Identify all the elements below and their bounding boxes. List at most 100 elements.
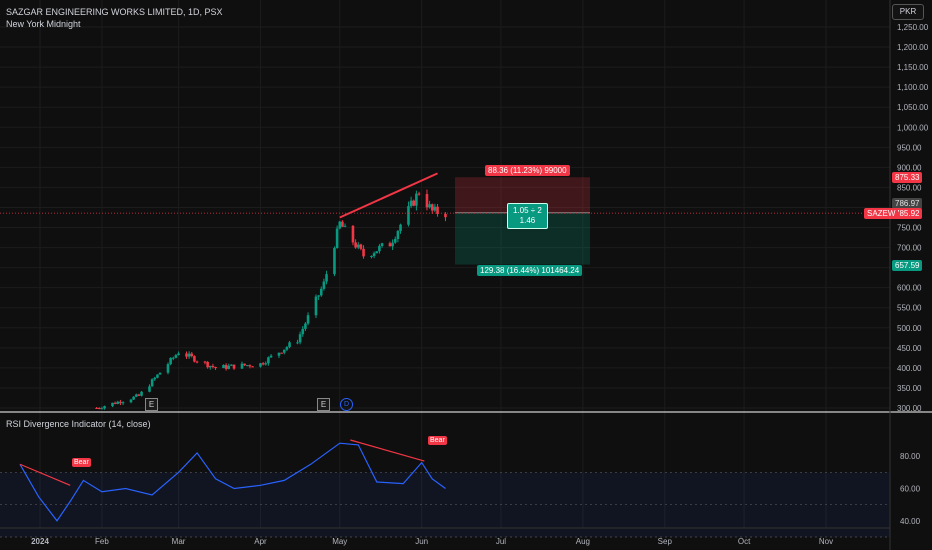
- candle-body: [171, 357, 175, 359]
- candle-body: [375, 251, 379, 254]
- candle-body: [166, 364, 170, 373]
- candle-body: [319, 288, 323, 296]
- price-tick-label: 1,250.00: [897, 23, 929, 32]
- earnings-marker-icon[interactable]: E: [145, 398, 158, 411]
- candle-body: [259, 363, 262, 367]
- price-tick-label: 1,200.00: [897, 43, 929, 52]
- risk-reward-ratio[interactable]: 1.05 ÷ 2 1.46: [507, 203, 548, 229]
- symbol-title[interactable]: SAZGAR ENGINEERING WORKS LIMITED, 1D, PS…: [6, 7, 223, 17]
- candle-body: [203, 361, 207, 363]
- session-label: New York Midnight: [6, 19, 81, 29]
- symbol-tag: SAZEW: [864, 208, 899, 219]
- candle-body: [132, 396, 135, 400]
- candle-body: [174, 355, 178, 358]
- candle-body: [399, 224, 402, 231]
- bear-divergence-label: Bear: [428, 436, 447, 445]
- candle-body: [282, 349, 286, 353]
- price-tick-label: 300.00: [897, 404, 922, 413]
- time-tick-label: Sep: [658, 537, 673, 546]
- reward-label: 129.38 (16.44%) 101464.24: [477, 265, 583, 276]
- dividend-marker-icon[interactable]: D: [340, 398, 353, 411]
- candle-body: [119, 401, 122, 404]
- last-price-tag: 785.92: [892, 208, 923, 219]
- time-tick-label: Mar: [172, 537, 186, 546]
- candle-body: [396, 230, 400, 239]
- price-tick-label: 1,000.00: [897, 123, 929, 132]
- candle-body: [372, 253, 376, 257]
- candle-body: [280, 352, 283, 354]
- candle-body: [224, 364, 228, 369]
- candle-body: [169, 358, 172, 365]
- candle-body: [417, 193, 421, 195]
- candle-body: [134, 394, 138, 397]
- price-tick-label: 1,050.00: [897, 103, 929, 112]
- price-tick-label: 750.00: [897, 224, 922, 233]
- price-tick-label: 700.00: [897, 244, 922, 253]
- currency-button[interactable]: PKR: [892, 4, 924, 20]
- price-tick-label: 450.00: [897, 344, 922, 353]
- candle-body: [351, 225, 355, 243]
- candle-body: [97, 408, 101, 410]
- candle-body: [433, 206, 437, 211]
- time-tick-label: May: [332, 537, 347, 546]
- time-tick-label: Apr: [254, 537, 267, 546]
- ratio-line-1: 1.05 ÷ 2: [513, 206, 542, 215]
- entry-price-tag: 786.97: [892, 198, 923, 209]
- candle-body: [343, 225, 347, 227]
- candle-body: [341, 221, 344, 227]
- candle-body: [129, 399, 133, 403]
- candle-body: [243, 363, 246, 366]
- candle-body: [428, 204, 431, 208]
- price-trendline: [339, 172, 438, 219]
- candle-body: [436, 206, 439, 214]
- price-tick-label: 350.00: [897, 384, 922, 393]
- candle-body: [206, 361, 209, 368]
- price-candles: [95, 189, 447, 410]
- price-tick-label: 900.00: [897, 163, 922, 172]
- candle-body: [113, 402, 117, 404]
- candle-body: [248, 365, 252, 367]
- candle-body: [150, 379, 154, 387]
- price-tick-label: 850.00: [897, 183, 922, 192]
- candle-body: [288, 342, 291, 348]
- candle-body: [296, 342, 299, 344]
- candle-body: [317, 295, 320, 297]
- candle-body: [187, 353, 191, 357]
- candle-body: [388, 243, 392, 247]
- price-tick-label: 1,100.00: [897, 83, 929, 92]
- candle-body: [103, 406, 106, 409]
- candle-body: [322, 281, 326, 289]
- candle-body: [444, 213, 447, 218]
- candle-body: [409, 200, 413, 207]
- price-tick-label: 950.00: [897, 143, 922, 152]
- rsi-divergence-line: [350, 439, 425, 462]
- candle-body: [137, 394, 141, 396]
- risk-label: 88.36 (11.23%) 99000: [485, 165, 570, 176]
- candle-body: [121, 402, 125, 404]
- rsi-indicator-title[interactable]: RSI Divergence Indicator (14, close): [6, 419, 151, 429]
- bear-divergence-label: Bear: [72, 458, 91, 467]
- grid-lines: [0, 0, 890, 528]
- candle-body: [359, 244, 363, 249]
- candle-body: [153, 377, 157, 380]
- rsi-line: [19, 442, 446, 522]
- candle-body: [240, 363, 244, 369]
- candle-body: [158, 372, 162, 375]
- time-tick-label: Jul: [496, 537, 506, 546]
- candle-body: [298, 334, 302, 343]
- candle-body: [354, 242, 357, 248]
- candle-body: [177, 353, 180, 356]
- candle-body: [100, 408, 104, 410]
- candle-body: [111, 402, 114, 407]
- candle-body: [261, 363, 265, 365]
- candle-body: [227, 365, 231, 369]
- ratio-line-2: 1.46: [519, 216, 536, 225]
- candle-body: [156, 374, 159, 378]
- earnings-marker-icon[interactable]: E: [317, 398, 330, 411]
- candle-body: [415, 193, 418, 206]
- candle-body: [378, 246, 381, 252]
- candle-body: [195, 361, 199, 363]
- candle-body: [391, 242, 394, 247]
- candle-body: [335, 228, 339, 249]
